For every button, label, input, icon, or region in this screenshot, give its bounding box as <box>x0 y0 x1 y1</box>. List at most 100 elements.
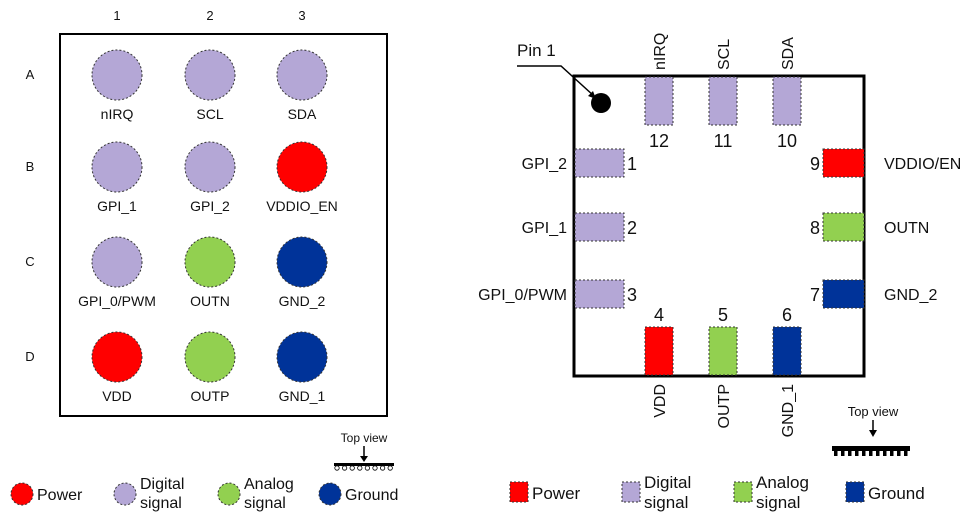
lead-side-icon <box>904 451 908 456</box>
lead-side-icon <box>855 451 859 456</box>
legend-text: Analog <box>244 476 294 493</box>
ball-side-icon <box>364 465 370 471</box>
legend-text: signal <box>244 495 286 512</box>
legend-text: Power <box>37 487 83 504</box>
pin-label: GPI_2 <box>522 156 567 173</box>
ball-label: GPI_2 <box>190 198 230 214</box>
ball-side-icon <box>341 465 348 471</box>
legend-text: Ground <box>345 487 398 504</box>
ball-side-icon <box>372 465 378 471</box>
pin-label: VDDIO/EN <box>884 156 961 173</box>
top-view-arrowhead <box>869 430 877 437</box>
ball-ground <box>276 331 328 383</box>
ball-label: OUTN <box>190 293 230 309</box>
pad-power <box>822 148 865 178</box>
pin1-arrowhead <box>588 91 596 99</box>
qfn-package-diagram: Pin 1 1 GPI_2 2 GPI_1 3 GPI_0/PWM 9 VDDIO/EN 8 OUT… <box>478 33 961 512</box>
legend-text: Digital <box>644 473 691 492</box>
pin-number: 8 <box>810 218 820 238</box>
ball-label: OUTP <box>191 388 230 404</box>
pin-label: OUTN <box>884 220 929 237</box>
pin-number: 6 <box>782 305 792 325</box>
pin-label: SDA <box>780 37 797 70</box>
lead-side-icon <box>834 451 838 456</box>
pad-digital <box>574 212 625 242</box>
top-view-arrowhead <box>360 456 368 462</box>
ball-label: SDA <box>288 106 317 122</box>
pin-number: 12 <box>649 131 669 151</box>
column-label: 3 <box>298 8 305 23</box>
ball-analog <box>184 331 236 383</box>
pin-label: GPI_1 <box>522 220 567 237</box>
column-label: 1 <box>113 8 120 23</box>
ball-digital <box>184 141 236 193</box>
ball-label: GPI_0/PWM <box>78 293 156 309</box>
ball-label: SCL <box>196 106 223 122</box>
pad-digital <box>708 76 738 126</box>
pad-analog <box>708 326 738 376</box>
ball-digital <box>184 49 236 101</box>
ball-power <box>276 141 328 193</box>
ball-label: VDD <box>102 388 132 404</box>
legend-text: Power <box>532 484 581 503</box>
pad-ground <box>822 279 865 309</box>
pin-number: 10 <box>777 131 797 151</box>
pad-digital <box>574 148 625 178</box>
pad-ground <box>772 326 802 376</box>
ball-digital <box>276 49 328 101</box>
pad-analog <box>822 212 865 242</box>
pin-number: 9 <box>810 154 820 174</box>
pin1-label: Pin 1 <box>517 41 556 60</box>
pin-number: 5 <box>718 305 728 325</box>
top-view-label: Top view <box>341 431 388 445</box>
ball-ground <box>276 236 328 288</box>
legend-text: Digital <box>140 476 184 493</box>
pin1-leader-line <box>517 65 595 97</box>
legend-text: signal <box>756 493 800 512</box>
chip-side-icon <box>832 446 910 451</box>
ball-side-icon <box>387 465 393 471</box>
ball-digital <box>91 49 143 101</box>
ball-label: VDDIO_EN <box>266 198 338 214</box>
lead-side-icon <box>890 451 894 456</box>
pin-number: 11 <box>714 131 733 151</box>
pin1-dot <box>591 93 611 113</box>
legend-swatch-power <box>509 481 529 503</box>
row-label: A <box>26 67 35 82</box>
ball-digital <box>91 141 143 193</box>
pin-number: 4 <box>654 305 664 325</box>
pin-label: GPI_0/PWM <box>478 287 567 304</box>
lead-side-icon <box>862 451 866 456</box>
legend-swatch-digital <box>621 481 641 503</box>
legend-text: signal <box>644 493 688 512</box>
ball-analog <box>184 236 236 288</box>
legend-text: signal <box>140 495 182 512</box>
pin-number: 3 <box>627 285 637 305</box>
pin-label: OUTP <box>716 384 733 428</box>
pad-digital <box>574 279 625 309</box>
legend-swatch-digital <box>113 482 137 506</box>
legend-text: Ground <box>868 484 925 503</box>
lead-side-icon <box>876 451 880 456</box>
pin-label: GND_1 <box>780 384 797 437</box>
lead-side-icon <box>869 451 873 456</box>
legend-swatch-ground <box>318 482 342 506</box>
pin-number: 7 <box>810 285 820 305</box>
legend-swatch-analog <box>733 481 753 503</box>
row-label: B <box>26 159 35 174</box>
pin-number: 2 <box>627 218 637 238</box>
lead-side-icon <box>841 451 845 456</box>
row-label: D <box>25 349 34 364</box>
pad-digital <box>644 76 674 126</box>
legend-swatch-power <box>10 482 34 506</box>
row-label: C <box>25 254 34 269</box>
pin-number: 1 <box>627 154 637 174</box>
pad-power <box>644 326 674 376</box>
ball-digital <box>91 236 143 288</box>
ball-side-icon <box>357 465 363 471</box>
top-view-label: Top view <box>848 404 899 419</box>
ball-side-icon <box>334 465 340 471</box>
chip-side-icon <box>334 463 394 466</box>
